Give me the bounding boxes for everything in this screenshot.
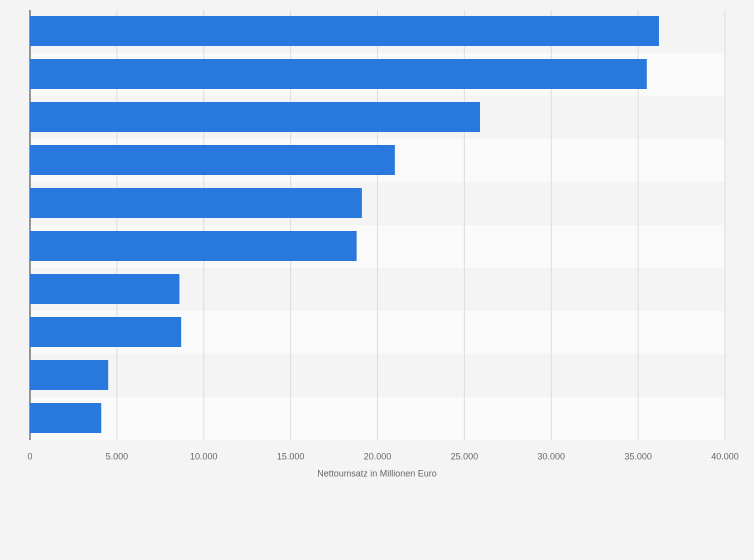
x-tick-label: 20.000 [364,451,392,461]
x-tick-label: 0 [27,451,32,461]
x-tick-label: 35.000 [624,451,652,461]
bar [30,360,109,390]
bar [30,231,357,261]
bar [30,145,395,175]
bar [30,317,182,347]
bar [30,102,481,132]
x-tick-label: 40.000 [711,451,739,461]
x-axis-label: Nettoumsatz in Millionen Euro [317,468,437,478]
bar [30,16,659,46]
x-tick-label: 5.000 [106,451,129,461]
bar [30,59,647,89]
x-tick-label: 10.000 [190,451,218,461]
x-tick-label: 25.000 [451,451,479,461]
bar [30,274,180,304]
bar [30,188,362,218]
x-tick-label: 30.000 [537,451,565,461]
bar [30,403,102,433]
x-tick-label: 15.000 [277,451,305,461]
